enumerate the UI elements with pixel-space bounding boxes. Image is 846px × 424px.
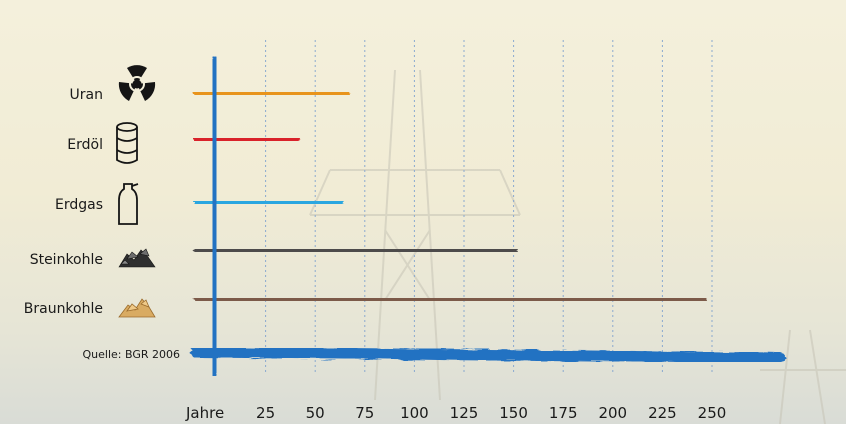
x-tick-label: 25 xyxy=(256,404,275,422)
x-tick-label: 250 xyxy=(698,404,727,422)
gas-bottle-icon xyxy=(118,183,139,225)
source-label: Quelle: BGR 2006 xyxy=(83,348,181,361)
category-label: Braunkohle xyxy=(24,301,103,317)
category-label: Uran xyxy=(70,87,103,103)
x-tick-label: 225 xyxy=(648,404,677,422)
x-tick-label: 50 xyxy=(306,404,325,422)
bar-braunkohle xyxy=(193,294,707,305)
background-pylons xyxy=(309,69,846,424)
hard-coal-icon xyxy=(118,248,156,268)
category-label: Steinkohle xyxy=(30,252,103,268)
x-tick-label: 175 xyxy=(549,404,578,422)
y-axis-stroke xyxy=(208,57,221,377)
bar-uran xyxy=(193,88,350,99)
x-tick-label: 150 xyxy=(499,404,528,422)
x-tick-labels: 25 50 75 100 125 150 175 200 225 250 xyxy=(256,404,726,422)
category-label: Erdgas xyxy=(55,197,103,213)
x-tick-label: 125 xyxy=(450,404,479,422)
oil-barrel-icon xyxy=(116,122,138,164)
x-axis-label: Jahre xyxy=(185,404,224,422)
x-axis-stroke xyxy=(190,346,786,364)
x-tick-label: 75 xyxy=(355,404,374,422)
x-tick-label: 100 xyxy=(400,404,429,422)
bar-erdgas xyxy=(193,197,344,208)
data-bars xyxy=(193,88,707,305)
category-label: Erdöl xyxy=(67,137,103,153)
radiation-icon xyxy=(118,65,156,101)
bar-steinkohle xyxy=(193,245,519,256)
x-tick-label: 200 xyxy=(598,404,627,422)
category-labels: Uran Erdöl Erdgas Steinkohle Braunkohle xyxy=(24,87,103,317)
lignite-icon xyxy=(118,298,156,318)
